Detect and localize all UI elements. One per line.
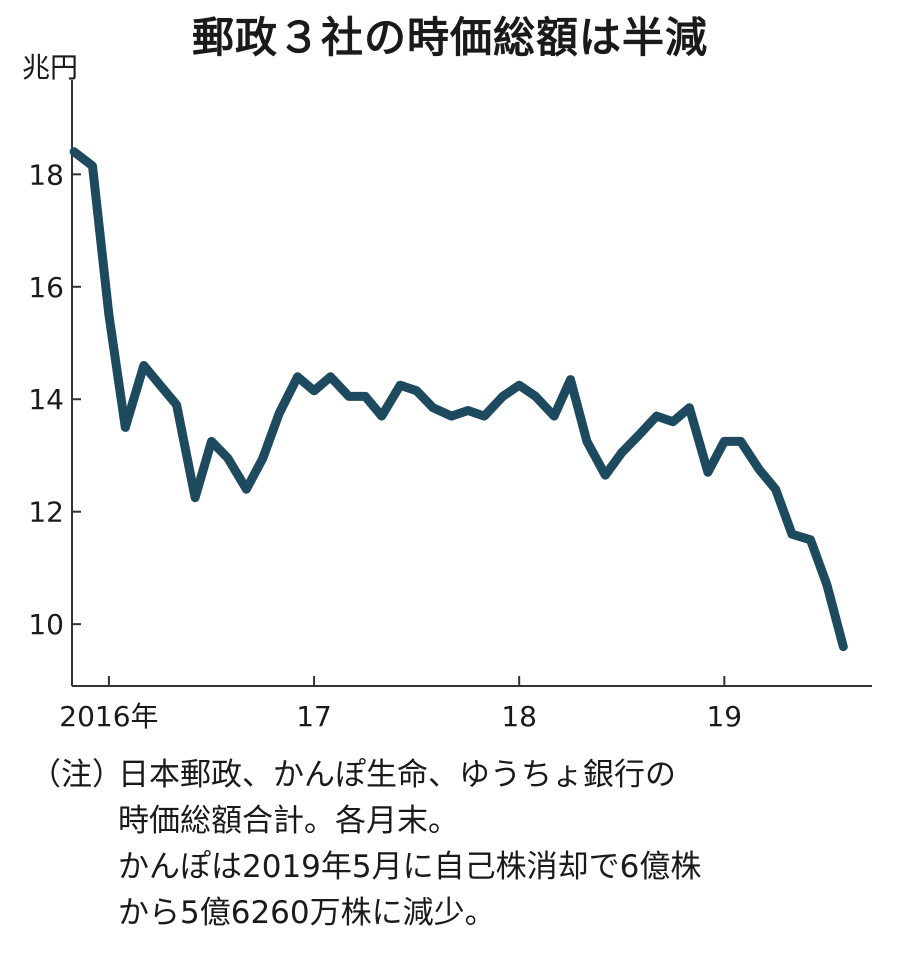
data-point [706,471,709,474]
x-tick-label: 19 [706,700,742,733]
data-point [655,415,658,418]
data-point [313,389,316,392]
data-point [774,488,777,491]
data-point [688,406,691,409]
data-point [842,645,845,648]
data-point [450,415,453,418]
series-line [69,147,848,652]
chart-title: 郵政３社の時価総額は半減 [191,13,708,62]
data-point [261,457,264,460]
y-axis-unit-label: 兆円 [22,51,79,84]
data-point [194,496,197,499]
data-point [483,415,486,418]
footnote-line-1: 日本郵政、かんぽ生命、ゆうちょ銀行の [118,757,676,793]
data-point [723,440,726,443]
data-point [534,395,537,398]
data-point [518,384,521,387]
footnote-lead: （注） [30,757,123,793]
data-point [159,384,162,387]
data-point [501,395,504,398]
data-point [399,384,402,387]
footnote: （注） 日本郵政、かんぽ生命、ゆうちょ銀行の 時価総額合計。各月末。 かんぽは2… [30,752,890,936]
data-point [637,434,640,437]
y-tick-label: 14 [28,383,64,416]
x-tick-label: 18 [501,700,537,733]
data-point [620,451,623,454]
data-point [278,412,281,415]
data-point [124,426,127,429]
data-point [73,150,76,153]
footnote-body: 日本郵政、かんぽ生命、ゆうちょ銀行の 時価総額合計。各月末。 かんぽは2019年… [118,752,890,936]
data-point [142,364,145,367]
x-tick-label: 17 [296,700,332,733]
y-tick-label: 10 [28,608,64,641]
x-axis-ticks: 2016年 17 18 19 [59,676,742,733]
data-point [364,395,367,398]
footnote-line-3: かんぽは2019年5月に自己株消却で6億株 [118,849,702,885]
data-point [739,440,742,443]
y-axis-ticks: 10 12 14 16 18 [28,158,81,641]
data-point [347,395,350,398]
data-point [415,389,418,392]
data-point [758,468,761,471]
series-group [69,147,848,652]
data-point [91,164,94,167]
data-point [569,378,572,381]
data-point [466,409,469,412]
data-point [245,488,248,491]
data-point [553,415,556,418]
data-point [585,440,588,443]
data-point [329,375,332,378]
data-point [296,375,299,378]
data-point [175,403,178,406]
line-chart: 10 12 14 16 18 2016年 17 18 19 [28,80,872,733]
data-point [107,313,110,316]
chart-axes [71,80,872,687]
data-point [380,415,383,418]
data-point [791,533,793,536]
data-point [210,440,213,443]
data-point [604,474,607,477]
data-point [432,406,434,409]
data-point [825,583,828,586]
x-tick-label: 2016年 [59,700,158,733]
y-tick-label: 12 [28,496,64,529]
y-tick-label: 16 [28,271,64,304]
footnote-line-4: から5億6260万株に減少。 [118,895,496,931]
data-point [226,457,229,460]
data-point [809,538,812,541]
footnote-line-2: 時価総額合計。各月末。 [118,803,459,839]
data-point [672,420,674,423]
y-tick-label: 18 [28,158,64,191]
